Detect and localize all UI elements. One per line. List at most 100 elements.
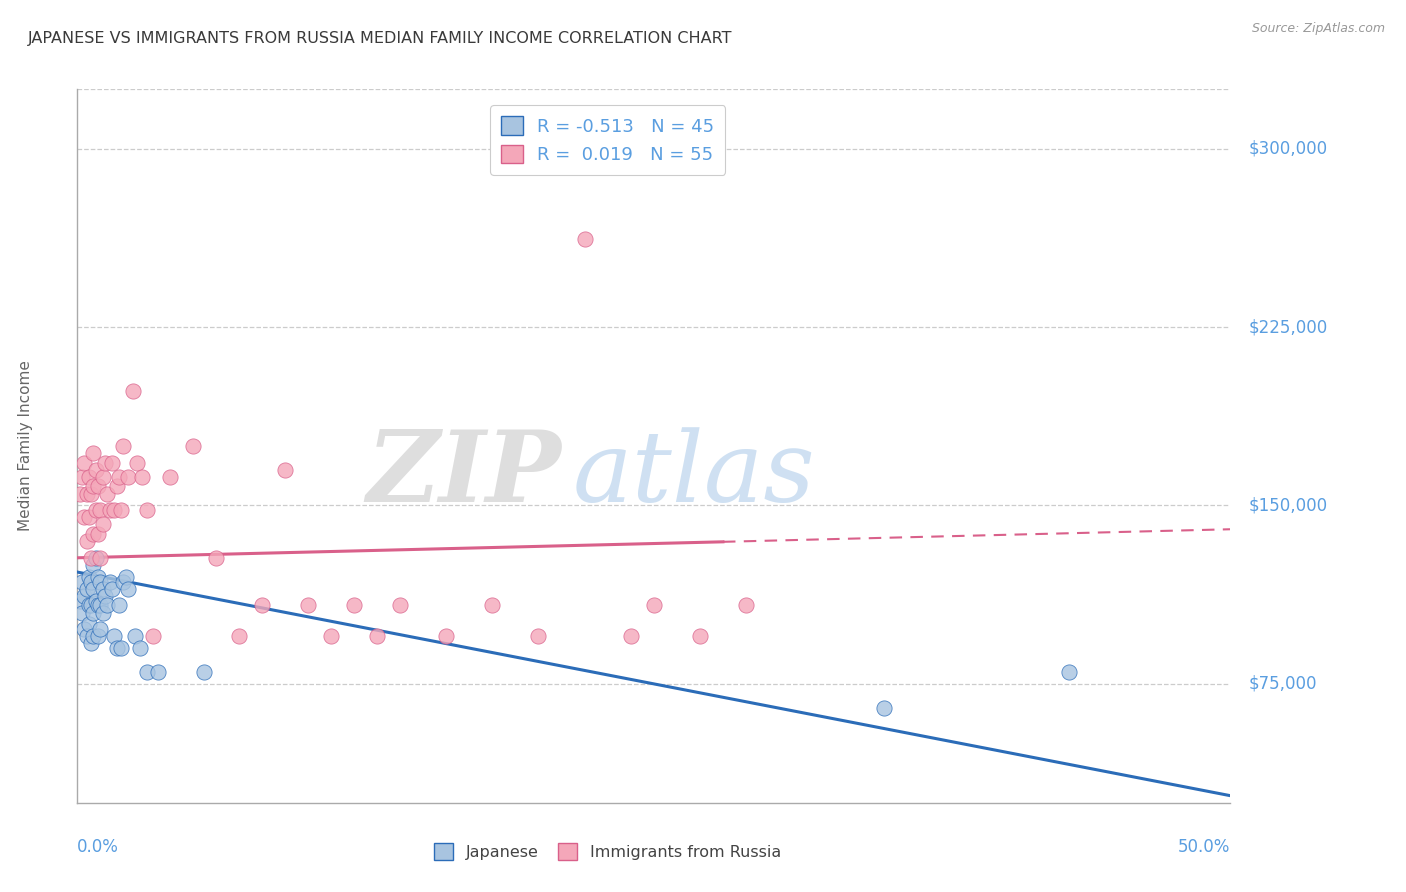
- Point: [87, 629, 110, 643]
- Point: [121, 384, 143, 399]
- Point: [94, 589, 117, 603]
- Point: [84, 550, 107, 565]
- Point: [70, 470, 93, 484]
- Point: [124, 629, 146, 643]
- Point: [117, 582, 139, 596]
- Point: [481, 599, 503, 613]
- Point: [80, 486, 103, 500]
- Point: [91, 470, 114, 484]
- Point: [87, 570, 110, 584]
- Point: [297, 599, 319, 613]
- Point: [181, 439, 204, 453]
- Point: [110, 503, 132, 517]
- Text: $300,000: $300,000: [1249, 140, 1327, 158]
- Point: [80, 636, 103, 650]
- Point: [96, 486, 118, 500]
- Point: [343, 599, 366, 613]
- Point: [108, 599, 131, 613]
- Point: [135, 503, 157, 517]
- Point: [89, 503, 111, 517]
- Point: [89, 550, 111, 565]
- Point: [574, 232, 596, 246]
- Point: [77, 617, 100, 632]
- Point: [82, 527, 104, 541]
- Point: [80, 599, 103, 613]
- Point: [108, 470, 131, 484]
- Point: [128, 641, 150, 656]
- Point: [643, 599, 665, 613]
- Point: [73, 510, 96, 524]
- Point: [76, 534, 98, 549]
- Legend: Japanese, Immigrants from Russia: Japanese, Immigrants from Russia: [427, 837, 787, 866]
- Text: 0.0%: 0.0%: [77, 838, 120, 856]
- Point: [73, 622, 96, 636]
- Point: [91, 517, 114, 532]
- Point: [87, 479, 110, 493]
- Point: [89, 622, 111, 636]
- Point: [77, 570, 100, 584]
- Point: [89, 574, 111, 589]
- Text: atlas: atlas: [574, 427, 815, 522]
- Text: Source: ZipAtlas.com: Source: ZipAtlas.com: [1251, 22, 1385, 36]
- Point: [112, 574, 135, 589]
- Point: [82, 629, 104, 643]
- Point: [96, 599, 118, 613]
- Point: [101, 456, 124, 470]
- Text: ZIP: ZIP: [367, 426, 561, 523]
- Text: $225,000: $225,000: [1249, 318, 1327, 336]
- Point: [228, 629, 250, 643]
- Point: [142, 629, 165, 643]
- Point: [131, 470, 153, 484]
- Text: $75,000: $75,000: [1249, 675, 1317, 693]
- Point: [103, 629, 125, 643]
- Point: [114, 570, 136, 584]
- Point: [76, 629, 98, 643]
- Point: [105, 641, 128, 656]
- Point: [80, 550, 103, 565]
- Point: [204, 550, 226, 565]
- Point: [82, 582, 104, 596]
- Point: [105, 479, 128, 493]
- Point: [82, 446, 104, 460]
- Point: [80, 574, 103, 589]
- Point: [103, 503, 125, 517]
- Point: [620, 629, 643, 643]
- Point: [319, 629, 342, 643]
- Point: [135, 665, 157, 679]
- Point: [91, 606, 114, 620]
- Point: [69, 486, 91, 500]
- Point: [98, 574, 121, 589]
- Point: [89, 599, 111, 613]
- Point: [77, 510, 100, 524]
- Point: [110, 641, 132, 656]
- Point: [69, 593, 91, 607]
- Point: [70, 574, 93, 589]
- Point: [77, 599, 100, 613]
- Point: [82, 558, 104, 572]
- Text: JAPANESE VS IMMIGRANTS FROM RUSSIA MEDIAN FAMILY INCOME CORRELATION CHART: JAPANESE VS IMMIGRANTS FROM RUSSIA MEDIA…: [28, 31, 733, 46]
- Point: [76, 582, 98, 596]
- Point: [82, 479, 104, 493]
- Point: [73, 456, 96, 470]
- Point: [112, 439, 135, 453]
- Text: $150,000: $150,000: [1249, 497, 1327, 515]
- Point: [146, 665, 169, 679]
- Point: [689, 629, 711, 643]
- Point: [87, 599, 110, 613]
- Point: [98, 503, 121, 517]
- Point: [91, 582, 114, 596]
- Point: [873, 700, 896, 714]
- Point: [274, 463, 297, 477]
- Point: [84, 463, 107, 477]
- Point: [76, 486, 98, 500]
- Point: [250, 599, 273, 613]
- Point: [117, 470, 139, 484]
- Point: [101, 582, 124, 596]
- Point: [193, 665, 215, 679]
- Point: [389, 599, 412, 613]
- Point: [84, 593, 107, 607]
- Point: [1057, 665, 1080, 679]
- Point: [735, 599, 758, 613]
- Point: [127, 456, 149, 470]
- Point: [84, 503, 107, 517]
